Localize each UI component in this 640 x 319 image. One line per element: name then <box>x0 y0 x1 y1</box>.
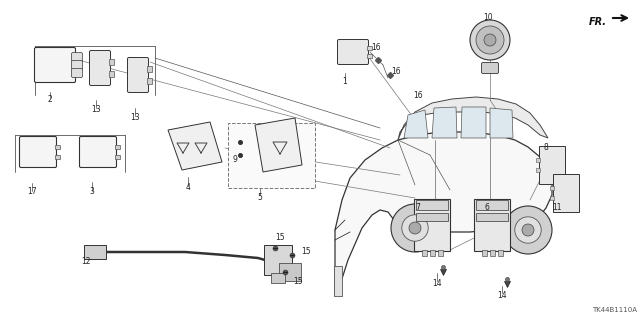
FancyBboxPatch shape <box>536 158 540 162</box>
Circle shape <box>522 224 534 236</box>
Text: 16: 16 <box>391 68 401 77</box>
FancyBboxPatch shape <box>35 48 76 83</box>
Text: 16: 16 <box>371 43 381 53</box>
Polygon shape <box>461 107 486 138</box>
Text: 9: 9 <box>232 155 237 165</box>
Polygon shape <box>490 108 513 138</box>
Bar <box>490 250 495 256</box>
Text: 14: 14 <box>497 291 507 300</box>
Polygon shape <box>255 118 302 172</box>
Bar <box>271 273 285 283</box>
Text: 5: 5 <box>257 192 262 202</box>
FancyBboxPatch shape <box>481 63 499 73</box>
FancyBboxPatch shape <box>109 71 114 77</box>
Bar <box>416 213 448 221</box>
FancyBboxPatch shape <box>109 59 114 65</box>
Text: 12: 12 <box>81 257 91 266</box>
FancyBboxPatch shape <box>72 69 83 78</box>
Circle shape <box>476 26 504 54</box>
Text: 2: 2 <box>47 94 52 103</box>
Bar <box>429 250 435 256</box>
Polygon shape <box>398 97 548 140</box>
Polygon shape <box>335 132 552 296</box>
FancyBboxPatch shape <box>127 57 148 93</box>
Bar <box>438 250 442 256</box>
FancyBboxPatch shape <box>115 155 120 159</box>
Text: 13: 13 <box>91 105 101 114</box>
FancyBboxPatch shape <box>147 78 152 84</box>
Bar <box>481 250 486 256</box>
Bar <box>264 245 292 275</box>
Text: FR.: FR. <box>589 17 607 27</box>
FancyBboxPatch shape <box>550 186 554 190</box>
Polygon shape <box>404 110 428 138</box>
Circle shape <box>504 206 552 254</box>
FancyBboxPatch shape <box>550 196 554 200</box>
Text: 15: 15 <box>301 248 311 256</box>
FancyBboxPatch shape <box>55 155 60 159</box>
Circle shape <box>484 34 496 46</box>
FancyBboxPatch shape <box>72 61 83 70</box>
FancyBboxPatch shape <box>79 137 116 167</box>
FancyBboxPatch shape <box>72 53 83 62</box>
FancyBboxPatch shape <box>90 50 111 85</box>
Bar <box>497 250 502 256</box>
Text: 6: 6 <box>484 204 490 212</box>
Text: 4: 4 <box>186 183 191 192</box>
FancyBboxPatch shape <box>536 168 540 172</box>
Text: 16: 16 <box>413 91 423 100</box>
FancyBboxPatch shape <box>55 145 60 149</box>
Circle shape <box>470 20 510 60</box>
Text: 11: 11 <box>552 203 562 211</box>
Text: TK44B1110A: TK44B1110A <box>592 307 637 313</box>
Bar <box>416 200 448 210</box>
Text: 8: 8 <box>543 144 548 152</box>
Text: 3: 3 <box>90 188 95 197</box>
Bar <box>476 213 508 221</box>
Bar <box>476 200 508 210</box>
Circle shape <box>515 217 541 243</box>
FancyBboxPatch shape <box>19 137 56 167</box>
Bar <box>228 123 315 188</box>
Text: 10: 10 <box>483 13 493 23</box>
Text: 7: 7 <box>415 204 420 212</box>
Bar <box>84 245 106 259</box>
Bar <box>474 199 510 251</box>
Bar <box>553 174 579 212</box>
Text: 15: 15 <box>275 234 285 242</box>
Text: 13: 13 <box>130 114 140 122</box>
Bar <box>279 263 301 281</box>
Bar <box>539 146 565 184</box>
Bar <box>422 250 426 256</box>
Circle shape <box>402 215 428 241</box>
Polygon shape <box>432 107 457 138</box>
Polygon shape <box>168 122 222 170</box>
FancyBboxPatch shape <box>367 54 372 58</box>
Text: 1: 1 <box>342 78 348 86</box>
Bar <box>334 266 342 296</box>
FancyBboxPatch shape <box>147 66 152 72</box>
Text: 15: 15 <box>293 278 303 286</box>
Circle shape <box>409 222 421 234</box>
FancyBboxPatch shape <box>115 145 120 149</box>
FancyBboxPatch shape <box>337 40 369 64</box>
Circle shape <box>391 204 439 252</box>
FancyBboxPatch shape <box>367 46 372 50</box>
Text: 14: 14 <box>432 278 442 287</box>
Bar <box>414 199 450 251</box>
Text: 17: 17 <box>27 188 37 197</box>
